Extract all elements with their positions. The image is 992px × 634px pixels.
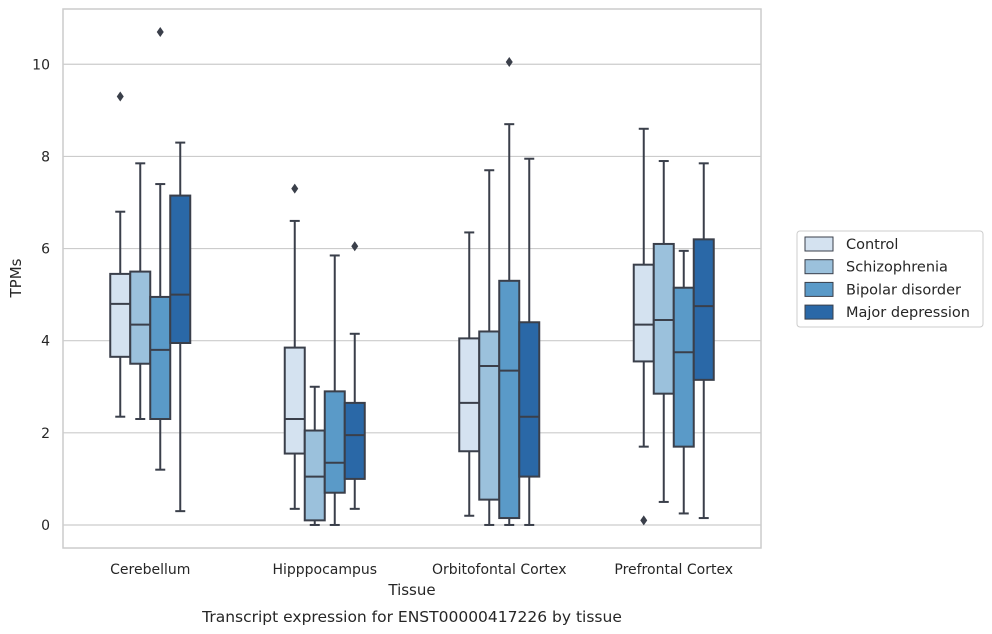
iqr-box (518, 321, 541, 478)
box-major-depression-orbitofontal-cortex (518, 157, 541, 526)
legend-label: Bipolar disorder (846, 282, 961, 298)
iqr-box (632, 263, 655, 363)
box-control-orbitofontal-cortex (458, 231, 481, 517)
iqr-box (652, 242, 675, 395)
box-schizophrenia-orbitofontal-cortex (478, 169, 501, 526)
box-control-hipppocampus (283, 183, 306, 510)
y-axis-label: TPMs (7, 258, 25, 298)
iqr-box (343, 401, 366, 480)
figure-caption: Transcript expression for ENST0000041722… (201, 608, 622, 626)
y-tick-label: 8 (41, 149, 50, 165)
legend-swatch (804, 236, 834, 252)
legend-swatch (804, 304, 834, 320)
boxes (109, 27, 715, 526)
box-control-cerebellum (109, 91, 132, 418)
iqr-box (672, 286, 695, 448)
x-axis-label: Tissue (387, 581, 435, 599)
y-tick-label: 6 (41, 242, 50, 258)
y-tick-label: 10 (32, 57, 50, 73)
iqr-box (303, 429, 326, 522)
legend: Control Schizophrenia Bipolar disorder Majo… (796, 230, 984, 328)
plot-frame (62, 8, 762, 549)
iqr-box (478, 330, 501, 501)
outlier-point (116, 91, 124, 102)
legend-frame (796, 230, 984, 328)
iqr-box (169, 194, 192, 344)
legend-swatch (804, 281, 834, 297)
iqr-box (323, 390, 346, 494)
legend-label: Major depression (846, 305, 970, 321)
box-bipolar-disorder-prefrontal-cortex (672, 249, 695, 515)
iqr-box (458, 337, 481, 453)
iqr-box (498, 279, 521, 520)
iqr-box (149, 295, 172, 421)
outlier-point (351, 241, 359, 252)
y-tick-labels: 0 2 4 6 8 10 (32, 57, 50, 534)
outlier-point (291, 183, 299, 194)
box-major-depression-hipppocampus (343, 241, 366, 510)
y-tick-label: 4 (41, 334, 50, 350)
x-tick-label: Cerebellum (110, 562, 190, 578)
legend-label: Control (846, 237, 898, 253)
legend-swatch (804, 259, 834, 275)
y-tick-label: 2 (41, 426, 50, 442)
x-tick-label: Hipppocampus (272, 562, 377, 578)
outlier-point (505, 56, 513, 67)
box-major-depression-cerebellum (169, 141, 192, 513)
box-bipolar-disorder-orbitofontal-cortex (498, 56, 521, 526)
x-tick-labels: Cerebellum Hipppocampus Orbitofontal Corte… (110, 562, 733, 578)
y-tick-label: 0 (41, 518, 50, 534)
x-tick-label: Orbitofontal Cortex (432, 562, 567, 578)
outlier-point (640, 515, 648, 526)
legend-label: Schizophrenia (846, 260, 948, 276)
x-tick-label: Prefrontal Cortex (614, 562, 733, 578)
iqr-box (283, 346, 306, 455)
outlier-point (156, 27, 164, 38)
iqr-box (109, 272, 132, 358)
box-major-depression-prefrontal-cortex (692, 162, 715, 520)
box-bipolar-disorder-cerebellum (149, 27, 172, 471)
iqr-box (129, 270, 152, 365)
iqr-box (692, 238, 715, 381)
